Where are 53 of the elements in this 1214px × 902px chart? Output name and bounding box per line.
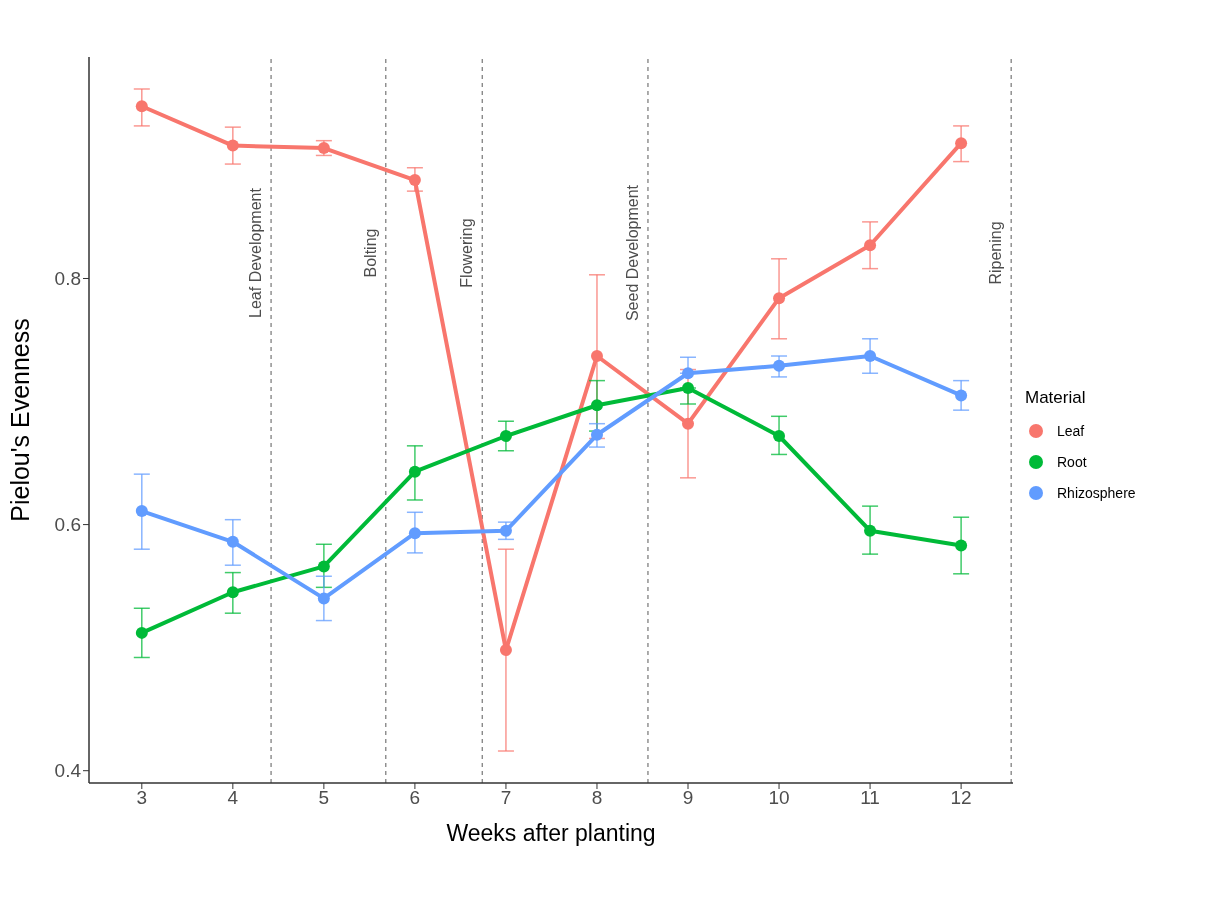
point [135,626,148,639]
point [773,292,786,305]
point [499,524,512,537]
point [682,382,695,395]
legend-label: Rhizosphere [1057,485,1136,501]
ref-line-label: Flowering [458,218,476,288]
point [408,465,421,478]
y-tick-label: 0.8 [54,268,81,290]
point [590,350,603,363]
point [682,367,695,380]
point [317,560,330,573]
legend-label: Leaf [1057,423,1085,439]
x-tick-label: 8 [591,787,603,809]
point [590,399,603,412]
point [135,100,148,113]
y-tick-label: 0.6 [54,514,81,536]
point [499,644,512,657]
point [864,524,877,537]
point [317,592,330,605]
point [226,139,239,152]
point [773,359,786,372]
point [955,539,968,552]
ref-line-label: Seed Development [623,184,641,322]
point [499,430,512,442]
ref-line-label: Bolting [361,228,379,278]
point [590,428,603,441]
point [682,417,695,430]
x-tick-label: 12 [950,787,972,809]
ref-line-label: Leaf Development [247,187,265,318]
x-tick-label: 11 [860,787,880,809]
x-tick-label: 7 [500,787,512,809]
point [864,350,877,363]
x-tick-label: 5 [318,787,330,809]
x-tick-label: 4 [227,787,239,809]
legend-title: Material [1025,387,1087,408]
point [135,505,148,518]
point [773,430,786,442]
y-axis-title: Pielou's Evenness [5,318,34,522]
x-tick-label: 10 [768,787,790,809]
point [955,389,968,402]
point [408,174,421,187]
point [864,239,877,252]
point [226,535,239,548]
point [226,586,239,599]
x-tick-label: 3 [136,787,148,809]
x-tick-label: 6 [409,787,421,809]
point [955,137,968,150]
x-tick-label: 9 [682,787,694,809]
y-tick-label: 0.4 [54,760,82,782]
x-axis-title: Weeks after planting [446,820,656,846]
point [408,527,421,540]
legend-label: Root [1057,454,1087,470]
ref-line-label: Ripening [987,221,1005,285]
